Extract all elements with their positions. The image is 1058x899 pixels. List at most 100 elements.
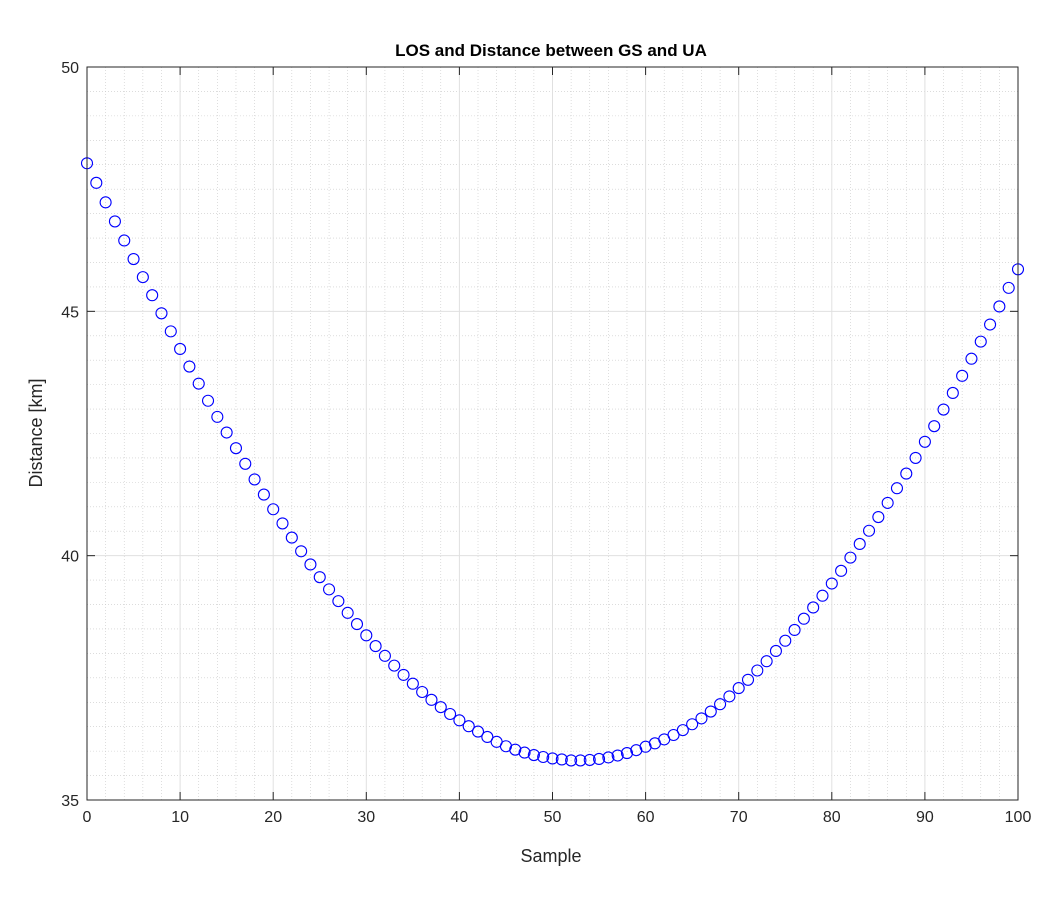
data-point — [201, 394, 215, 407]
data-point — [471, 725, 485, 738]
data-point — [1002, 281, 1015, 294]
data-point — [760, 655, 773, 668]
x-axis-ticks: 0 10 20 30 40 50 60 70 80 90 100 — [83, 67, 1032, 826]
y-tick-label: 40 — [61, 549, 79, 566]
data-point — [993, 300, 1006, 313]
x-tick-label: 100 — [1005, 809, 1032, 826]
data-point — [900, 467, 913, 480]
data-point — [350, 618, 364, 631]
chart-title: LOS and Distance between GS and UA — [395, 41, 707, 60]
data-point — [574, 754, 587, 767]
data-point — [267, 503, 280, 516]
data-point — [881, 496, 894, 509]
y-tick-label: 50 — [61, 60, 79, 77]
x-tick-label: 70 — [730, 809, 748, 826]
data-point — [378, 649, 391, 662]
major-grid — [86, 66, 1019, 801]
data-point — [686, 718, 699, 731]
data-point — [714, 698, 727, 711]
data-point — [136, 271, 149, 284]
data-point — [676, 724, 689, 737]
data-point — [276, 517, 289, 530]
data-point — [732, 682, 745, 695]
data-point — [183, 360, 196, 373]
data-point — [239, 457, 252, 470]
data-point — [797, 612, 810, 625]
data-point — [667, 728, 680, 742]
x-tick-label: 40 — [451, 809, 469, 826]
data-point — [704, 705, 717, 718]
data-point — [872, 511, 885, 524]
data-point — [974, 335, 987, 348]
x-tick-label: 80 — [823, 809, 841, 826]
data-point — [602, 751, 615, 764]
data-point — [769, 644, 782, 658]
data-point — [285, 531, 298, 544]
data-point — [220, 426, 233, 439]
data-point — [825, 577, 838, 590]
data-point — [611, 749, 624, 762]
data-point — [155, 307, 168, 320]
data-point — [174, 342, 187, 356]
data-point — [928, 420, 941, 433]
data-point — [453, 714, 466, 727]
data-point — [248, 473, 261, 486]
data-point — [406, 677, 419, 690]
data-point — [388, 659, 401, 672]
data-point — [229, 442, 243, 455]
data-point — [937, 403, 950, 416]
x-tick-label: 50 — [544, 809, 562, 826]
data-point — [397, 668, 410, 681]
data-point — [695, 712, 708, 725]
x-tick-label: 30 — [357, 809, 375, 826]
data-point — [909, 451, 922, 464]
y-tick-label: 35 — [61, 793, 79, 810]
x-tick-label: 20 — [264, 809, 282, 826]
data-point — [844, 551, 857, 564]
data-point — [984, 318, 997, 331]
data-point — [527, 748, 540, 762]
data-point — [509, 743, 522, 756]
data-point — [90, 176, 103, 189]
data-point — [546, 752, 559, 765]
data-point — [341, 606, 354, 619]
data-point — [444, 707, 457, 721]
data-point — [118, 234, 131, 247]
data-point — [481, 730, 494, 744]
data-point — [946, 386, 959, 399]
data-point — [304, 558, 317, 571]
data-point — [723, 690, 736, 703]
data-point — [127, 252, 140, 266]
y-axis-ticks: 35 40 45 50 — [61, 60, 1018, 810]
data-markers — [80, 157, 1025, 767]
data-point — [295, 545, 308, 558]
data-point — [816, 589, 829, 602]
data-point — [369, 640, 382, 653]
data-point — [583, 753, 596, 766]
data-point — [313, 571, 326, 584]
data-point — [835, 564, 848, 577]
y-tick-label: 45 — [61, 304, 79, 321]
data-point — [462, 720, 475, 733]
data-point — [192, 377, 205, 390]
data-point — [518, 746, 531, 759]
data-point — [592, 752, 606, 766]
data-point — [853, 537, 866, 550]
data-point — [890, 482, 904, 495]
data-point — [807, 601, 820, 614]
data-point — [257, 488, 270, 501]
x-tick-label: 60 — [637, 809, 655, 826]
data-point — [425, 693, 438, 706]
data-point — [416, 685, 429, 699]
data-point — [108, 215, 121, 228]
data-point — [956, 369, 969, 382]
data-point — [332, 595, 345, 608]
data-point — [741, 673, 755, 686]
data-point — [99, 196, 112, 209]
x-axis-label: Sample — [520, 846, 581, 866]
data-point — [965, 352, 978, 365]
data-point — [779, 634, 792, 647]
data-point — [323, 583, 336, 596]
